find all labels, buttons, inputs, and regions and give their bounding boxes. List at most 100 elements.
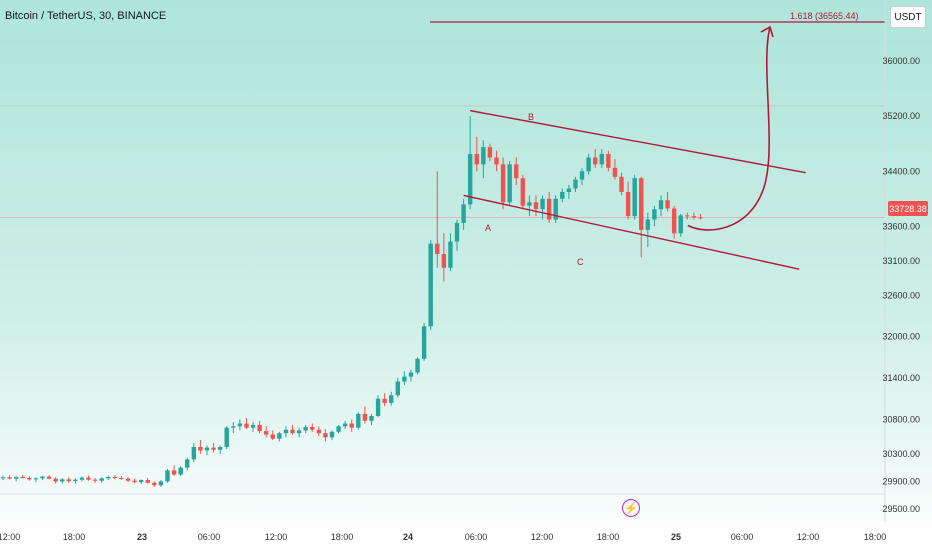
y-tick-label: 30800.00 <box>882 414 920 424</box>
y-tick-label: 32600.00 <box>882 290 920 300</box>
candle-body <box>533 202 539 210</box>
candle-body <box>46 476 52 479</box>
candle-body <box>290 429 295 434</box>
candle-body <box>231 426 236 428</box>
candle-body <box>277 433 282 439</box>
candle-body <box>185 459 190 468</box>
y-tick-label: 36000.00 <box>882 56 920 66</box>
currency-button[interactable]: USDT <box>890 6 926 28</box>
candle-body <box>375 398 381 416</box>
candle-body <box>342 423 348 427</box>
annotation-layer[interactable] <box>430 21 885 270</box>
candle-body <box>53 478 58 482</box>
candle-body <box>665 200 670 209</box>
candle-body <box>323 433 328 438</box>
x-tick-label: 25 <box>671 532 681 542</box>
candle-body <box>125 478 131 481</box>
candle-body <box>211 447 216 450</box>
candle-body <box>224 427 229 447</box>
candle-body <box>553 198 558 220</box>
candle-body <box>671 208 677 234</box>
x-tick-label: 12:00 <box>531 532 554 542</box>
candle-body <box>467 154 473 205</box>
y-tick-label: 29500.00 <box>882 504 920 514</box>
projection-curve <box>687 26 771 231</box>
candle-body <box>329 431 335 438</box>
x-tick-label: 24 <box>403 532 413 542</box>
candle-body <box>13 476 19 479</box>
candle-body <box>428 243 433 327</box>
candle-body <box>204 447 210 451</box>
candle-body <box>79 477 85 480</box>
candle-body <box>593 157 598 165</box>
candle-body <box>27 477 32 480</box>
upper-channel-line <box>470 109 806 174</box>
candle-body <box>573 179 578 189</box>
x-tick-label: 12:00 <box>797 532 820 542</box>
candle-body <box>619 176 624 192</box>
x-tick-label: 06:00 <box>465 532 488 542</box>
x-tick-label: 12:00 <box>0 532 20 542</box>
y-tick-label: 31400.00 <box>882 373 920 383</box>
lower-channel-line <box>463 194 800 270</box>
candle-body <box>257 424 262 432</box>
candle-body <box>60 479 65 482</box>
candle-body <box>119 477 124 479</box>
candle-body <box>639 178 644 230</box>
wave-label-c: C <box>577 257 584 267</box>
candle-body <box>652 209 657 220</box>
candle-body <box>191 446 197 460</box>
candle-body <box>283 429 289 434</box>
candle-body <box>461 204 466 223</box>
candle-body <box>349 423 354 428</box>
x-tick-label: 18:00 <box>597 532 620 542</box>
candle-body <box>435 243 440 254</box>
candle-body <box>678 215 683 234</box>
x-tick-label: 18:00 <box>331 532 354 542</box>
x-tick-label: 18:00 <box>63 532 86 542</box>
candle-body <box>612 167 618 177</box>
candle-body <box>138 480 144 483</box>
candle-body <box>395 381 400 396</box>
y-tick-label: 33600.00 <box>882 221 920 231</box>
wave-label-b: B <box>528 112 535 122</box>
candle-body <box>99 478 104 481</box>
candle-body <box>356 413 361 428</box>
candle-body <box>514 164 519 179</box>
x-tick-label: 06:00 <box>198 532 221 542</box>
candle-body <box>389 395 394 403</box>
lightning-bolt-icon[interactable]: ⚡ <box>622 499 640 517</box>
candle-body <box>336 426 341 432</box>
candle-body <box>33 478 39 480</box>
candle-body <box>586 157 591 172</box>
candle-body <box>244 423 249 428</box>
y-tick-label: 33100.00 <box>882 256 920 266</box>
candle-body <box>362 413 368 421</box>
candle-body <box>40 476 45 479</box>
candle-body <box>579 171 585 180</box>
candle-body <box>106 476 111 479</box>
candle-body <box>86 477 91 480</box>
candle-body <box>382 398 387 403</box>
candle-body <box>520 178 526 206</box>
candle-body <box>296 430 302 434</box>
candle-body <box>7 477 12 479</box>
candle-body <box>237 423 243 427</box>
candle-body <box>546 198 552 220</box>
x-tick-label: 23 <box>137 532 147 542</box>
symbol-title[interactable]: Bitcoin / TetherUS, 30, BINANCE <box>5 10 167 22</box>
candle-body <box>494 157 499 165</box>
projection-arrowhead <box>760 25 774 38</box>
candle-body <box>454 222 460 242</box>
candle-body <box>645 219 651 230</box>
candle-body <box>303 426 308 431</box>
candle-body <box>698 217 703 219</box>
candle-body <box>369 415 374 421</box>
x-tick-label: 18:00 <box>864 532 887 542</box>
candle-body <box>507 164 512 203</box>
candle-body <box>0 477 6 479</box>
x-tick-label: 06:00 <box>731 532 754 542</box>
y-tick-label: 34400.00 <box>882 166 920 176</box>
